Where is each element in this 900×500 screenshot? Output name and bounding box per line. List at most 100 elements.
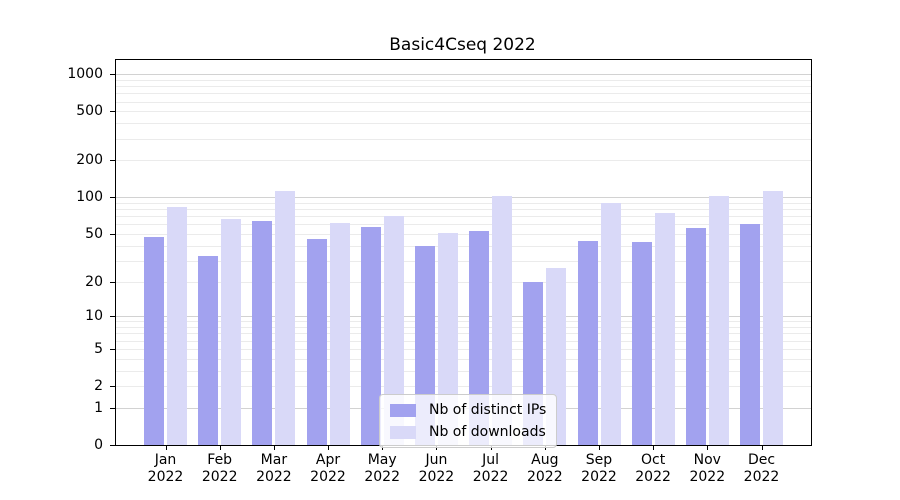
minor-gridline xyxy=(116,233,811,235)
x-label-month: Jun xyxy=(425,452,448,468)
bar-distinct-ips xyxy=(252,220,273,445)
x-axis-tick-label: Jun 2022 xyxy=(404,452,468,486)
x-label-month: Aug xyxy=(531,452,559,468)
x-axis-tick-label: Dec 2022 xyxy=(730,452,794,486)
minor-gridline xyxy=(116,93,811,95)
x-label-month: May xyxy=(367,452,397,468)
y-axis-tick-label: 20 xyxy=(85,273,103,290)
y-axis-tick xyxy=(110,348,115,350)
legend-label-downloads: Nb of downloads xyxy=(429,424,546,440)
minor-gridline xyxy=(116,202,811,204)
x-label-month: Mar xyxy=(260,452,288,468)
bar-distinct-ips xyxy=(144,237,164,445)
minor-gridline xyxy=(116,245,811,247)
legend-swatch-distinct-ips xyxy=(390,403,416,417)
x-axis-tick xyxy=(544,446,546,450)
bar-downloads xyxy=(492,196,513,445)
x-label-month: Sep xyxy=(585,452,613,468)
x-axis-tick-label: Feb 2022 xyxy=(188,452,252,486)
y-axis-tick-label: 50 xyxy=(85,225,103,242)
minor-gridline xyxy=(116,370,811,372)
x-axis-tick xyxy=(761,446,763,450)
y-axis-tick xyxy=(110,233,115,235)
y-axis-tick-label: 1 xyxy=(94,399,103,416)
x-label-year: 2022 xyxy=(472,469,509,485)
x-axis-tick xyxy=(653,446,655,450)
minor-gridline xyxy=(116,138,811,140)
minor-gridline xyxy=(116,86,811,87)
x-axis-tick-label: Apr 2022 xyxy=(296,452,360,486)
x-axis-tick xyxy=(219,446,221,450)
minor-gridline xyxy=(116,216,811,218)
x-axis-tick xyxy=(436,446,438,450)
bar-distinct-ips xyxy=(577,240,598,445)
y-axis-tick xyxy=(110,281,115,283)
y-axis-tick-label: 10 xyxy=(85,308,103,325)
x-axis-tick xyxy=(165,446,167,450)
bar-downloads xyxy=(437,232,458,445)
minor-gridline xyxy=(116,348,811,350)
minor-gridline xyxy=(116,79,811,81)
x-label-month: Jan xyxy=(154,452,177,468)
bar-downloads xyxy=(275,191,296,445)
legend-swatch-downloads xyxy=(390,425,416,439)
y-axis-tick-label: 1000 xyxy=(67,66,103,83)
plot-area: Nb of distinct IPs Nb of downloads xyxy=(115,59,812,448)
minor-gridline xyxy=(116,327,811,328)
bar-distinct-ips xyxy=(198,255,219,445)
x-axis-tick xyxy=(599,446,600,450)
minor-gridline xyxy=(116,281,811,283)
x-axis-tick-label: Oct 2022 xyxy=(621,452,685,486)
x-axis-tick xyxy=(328,446,329,450)
x-label-month: Apr xyxy=(315,452,341,468)
y-axis-tick xyxy=(110,407,115,409)
minor-gridline xyxy=(116,209,811,211)
bar-downloads xyxy=(383,216,404,445)
x-label-year: 2022 xyxy=(256,469,292,485)
minor-gridline xyxy=(116,260,811,262)
legend-label-distinct-ips: Nb of distinct IPs xyxy=(429,402,547,418)
minor-gridline xyxy=(116,321,811,323)
x-axis-tick xyxy=(273,446,275,450)
x-axis-tick xyxy=(707,446,709,450)
y-axis-tick-label: 2 xyxy=(94,378,103,394)
x-label-year: 2022 xyxy=(310,469,346,485)
legend-entry-distinct-ips: Nb of distinct IPs xyxy=(390,402,546,418)
bar-distinct-ips xyxy=(740,224,760,445)
x-axis-tick-label: May 2022 xyxy=(350,452,414,486)
minor-gridline xyxy=(116,224,811,226)
y-axis-tick xyxy=(110,197,115,199)
x-axis-tick-label: Nov 2022 xyxy=(675,452,739,486)
major-gridline xyxy=(116,74,811,76)
x-label-month: Dec xyxy=(747,452,776,468)
y-axis-tick-label: 0 xyxy=(94,437,103,453)
bar-downloads xyxy=(708,196,729,445)
bar-distinct-ips xyxy=(360,227,381,445)
y-axis-tick-label: 5 xyxy=(94,340,103,357)
bar-distinct-ips xyxy=(469,230,490,445)
y-axis-tick xyxy=(110,111,115,113)
x-label-year: 2022 xyxy=(526,469,563,485)
minor-gridline xyxy=(116,386,811,387)
x-label-month: Jul xyxy=(482,452,500,468)
minor-gridline xyxy=(116,111,811,113)
chart-title: Basic4Cseq 2022 xyxy=(389,35,536,55)
minor-gridline xyxy=(116,340,811,342)
minor-gridline xyxy=(116,333,811,335)
x-axis-tick-label: Mar 2022 xyxy=(242,452,306,486)
minor-gridline xyxy=(116,358,811,360)
minor-gridline xyxy=(116,123,811,125)
legend-entry-downloads: Nb of downloads xyxy=(390,424,546,440)
bar-downloads xyxy=(329,222,350,445)
y-axis-tick-label: 100 xyxy=(76,189,103,206)
x-axis-tick xyxy=(382,446,384,450)
bar-downloads xyxy=(600,202,621,445)
x-axis-tick-label: Jul 2022 xyxy=(459,452,523,486)
bar-distinct-ips xyxy=(306,239,327,445)
x-label-year: 2022 xyxy=(418,469,455,485)
y-axis-tick xyxy=(110,316,115,318)
bar-distinct-ips xyxy=(685,227,706,445)
x-label-year: 2022 xyxy=(201,469,238,485)
x-label-year: 2022 xyxy=(689,469,726,485)
major-gridline xyxy=(116,197,811,199)
